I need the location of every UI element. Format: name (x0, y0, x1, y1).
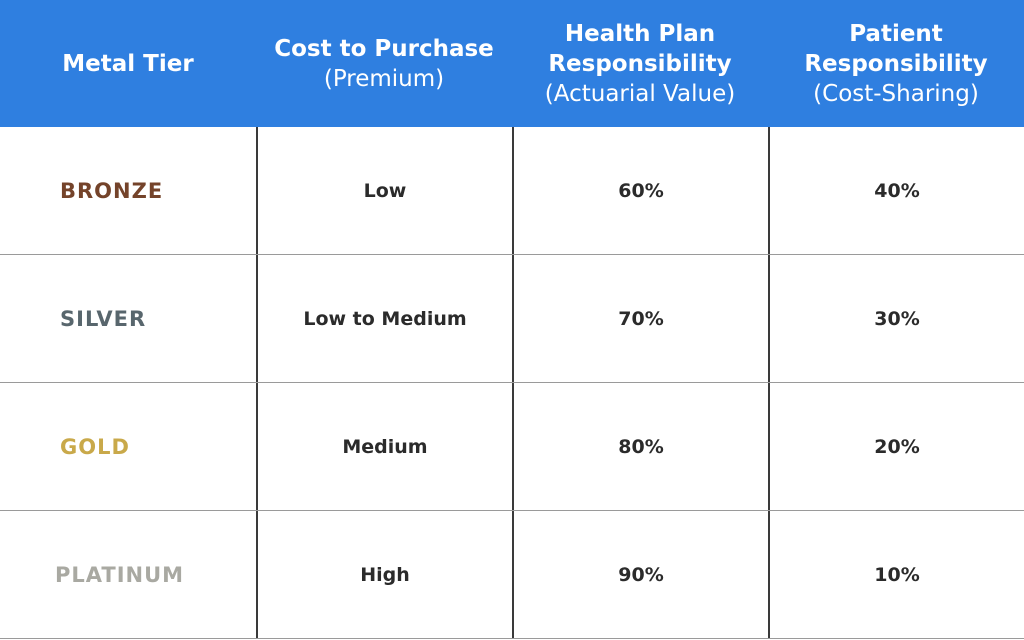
header-cell: Patient Responsibility (Cost-Sharing) (768, 0, 1024, 127)
tier-name: GOLD (60, 434, 130, 459)
header-title: Cost to Purchase (274, 35, 494, 62)
table-cell: 20% (768, 383, 1024, 510)
header-subtitle: (Cost-Sharing) (813, 80, 979, 107)
tier-name: PLATINUM (55, 562, 185, 587)
table-row: GOLD Medium 80% 20% (0, 383, 1024, 511)
table-cell: Low to Medium (256, 255, 512, 382)
table-cell: 80% (512, 383, 768, 510)
header-cell: Health Plan Responsibility (Actuarial Va… (512, 0, 768, 127)
header-cell: Metal Tier (0, 0, 256, 127)
header-title: Patient Responsibility (804, 20, 988, 77)
table-cell: Low (256, 127, 512, 254)
table-cell: High (256, 511, 512, 638)
header-subtitle: (Actuarial Value) (544, 80, 736, 107)
table-row: SILVER Low to Medium 70% 30% (0, 255, 1024, 383)
tier-name: BRONZE (60, 178, 164, 203)
table-cell: 10% (768, 511, 1024, 638)
header-title: Metal Tier (62, 50, 194, 77)
table-row: PLATINUM High 90% 10% (0, 511, 1024, 639)
table-header: Metal Tier Cost to Purchase (Premium) He… (0, 0, 1024, 127)
header-title: Health Plan Responsibility (548, 20, 732, 77)
table-cell: 90% (512, 511, 768, 638)
tier-name: SILVER (60, 306, 147, 331)
table-cell: Medium (256, 383, 512, 510)
table-cell: 30% (768, 255, 1024, 382)
table-row: BRONZE Low 60% 40% (0, 127, 1024, 255)
table-cell: 40% (768, 127, 1024, 254)
header-cell: Cost to Purchase (Premium) (256, 0, 512, 127)
header-subtitle: (Premium) (323, 65, 445, 92)
table-cell: 70% (512, 255, 768, 382)
table-cell: 60% (512, 127, 768, 254)
